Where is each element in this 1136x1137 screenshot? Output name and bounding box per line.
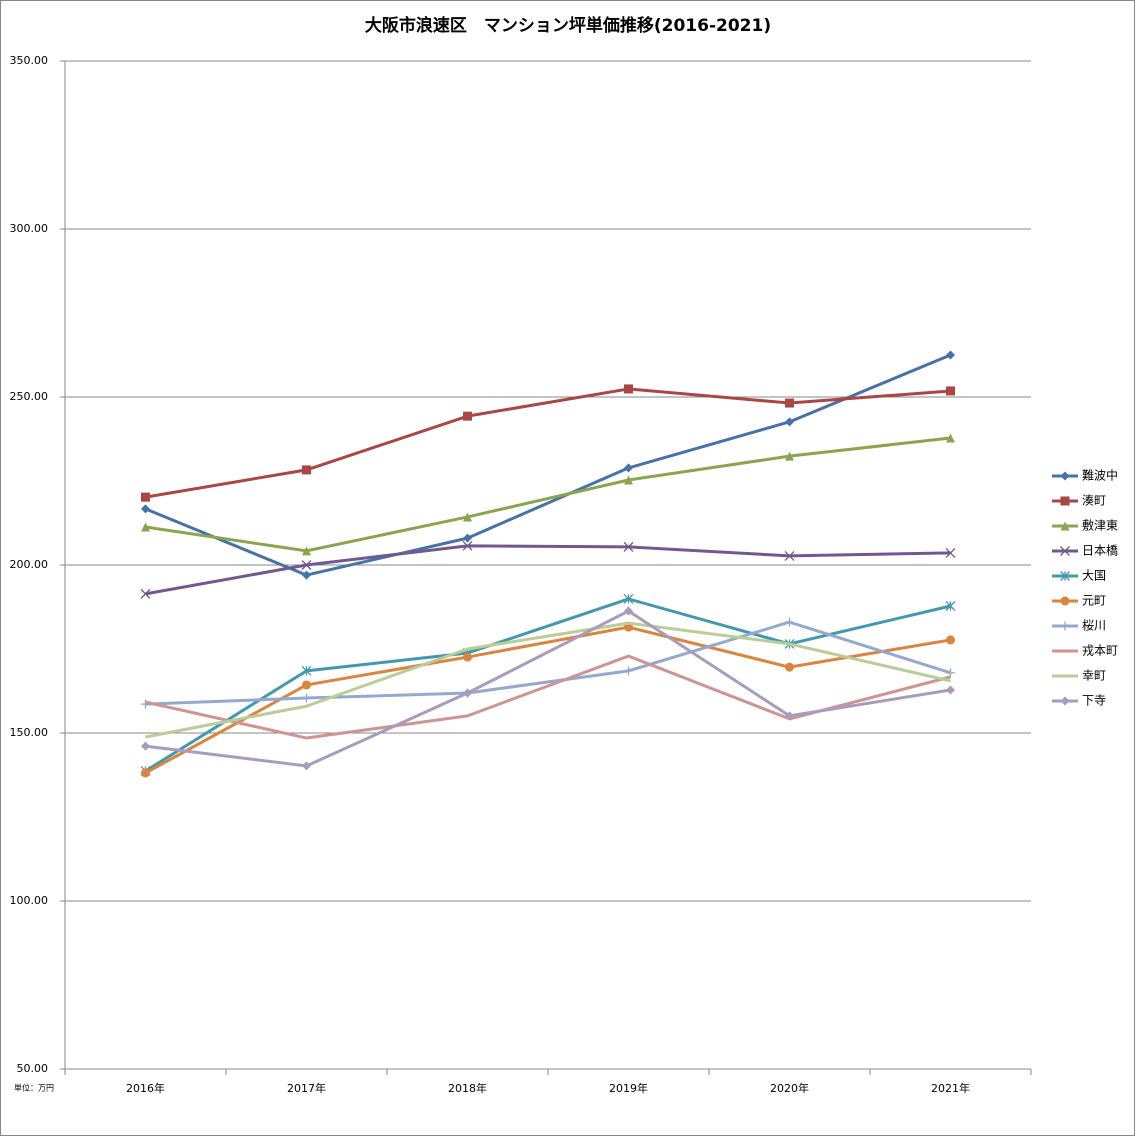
marker <box>785 711 794 721</box>
y-tick-label: 150.00 <box>10 726 49 739</box>
marker <box>946 635 955 645</box>
legend-label: 難波中 <box>1082 468 1118 483</box>
marker <box>785 662 794 672</box>
marker <box>946 668 955 678</box>
series-line <box>144 597 951 773</box>
marker <box>302 465 311 475</box>
marker <box>785 398 794 408</box>
marker <box>946 433 955 443</box>
legend-label: 湊町 <box>1082 494 1106 508</box>
legend-label: 日本橋 <box>1082 544 1118 558</box>
y-tick-label: 100.00 <box>10 894 49 907</box>
legend-marker <box>1060 696 1070 706</box>
legend-marker <box>1060 596 1070 606</box>
marker <box>302 570 311 580</box>
marker <box>784 550 795 561</box>
series-line <box>145 621 951 739</box>
legend-label: 敷津東 <box>1082 518 1118 533</box>
chart-title: 大阪市浪速区 マンション坪単価推移(2016-2021) <box>365 15 771 36</box>
legend-marker <box>1060 521 1070 531</box>
marker <box>302 693 311 703</box>
marker <box>624 606 633 616</box>
marker <box>141 768 150 778</box>
x-tick-label: 2017年 <box>287 1081 326 1095</box>
series-line <box>145 436 951 553</box>
marker <box>623 593 634 604</box>
marker <box>301 560 312 570</box>
marker <box>140 588 151 599</box>
marker <box>463 411 472 421</box>
legend-marker <box>1060 471 1070 481</box>
legend-label: 桜川 <box>1082 619 1106 633</box>
marker <box>624 463 633 473</box>
marker <box>302 680 311 690</box>
marker <box>785 617 794 627</box>
x-tick-label: 2018年 <box>448 1081 487 1095</box>
legend-label: 大国 <box>1082 569 1106 583</box>
x-tick-label: 2019年 <box>609 1081 648 1095</box>
marker <box>463 512 472 522</box>
marker <box>946 386 955 396</box>
marker <box>141 492 150 502</box>
series-line <box>145 620 951 706</box>
marker <box>945 547 956 558</box>
y-tick-label: 300.00 <box>10 222 49 235</box>
legend-label: 戎本町 <box>1082 644 1118 658</box>
series-line <box>145 387 951 499</box>
legend-label: 幸町 <box>1082 669 1106 683</box>
marker <box>302 546 311 556</box>
marker <box>301 665 312 676</box>
marker <box>785 451 794 461</box>
y-tick-label: 200.00 <box>10 558 49 571</box>
marker <box>463 688 472 698</box>
marker <box>785 417 794 427</box>
unit-note: 単位：万円 <box>14 1083 54 1093</box>
marker <box>624 666 633 676</box>
legend-label: 元町 <box>1082 594 1106 608</box>
marker <box>141 741 150 751</box>
marker <box>302 761 311 771</box>
marker <box>462 540 473 551</box>
marker <box>141 504 150 514</box>
series-line <box>145 544 951 596</box>
marker <box>946 350 955 360</box>
y-tick-label: 50.00 <box>17 1062 49 1075</box>
y-tick-label: 350.00 <box>10 54 49 67</box>
marker <box>946 685 955 695</box>
marker <box>624 384 633 394</box>
marker <box>624 475 633 485</box>
marker <box>141 522 150 532</box>
marker <box>623 541 634 552</box>
marker <box>463 652 472 662</box>
legend-marker <box>1060 621 1070 631</box>
legend-marker <box>1060 496 1070 506</box>
legend-marker <box>1060 571 1070 581</box>
x-tick-label: 2021年 <box>931 1081 970 1095</box>
legend-marker <box>1060 546 1070 556</box>
y-tick-label: 250.00 <box>10 390 49 403</box>
x-tick-label: 2016年 <box>126 1081 165 1095</box>
series-line <box>144 353 952 577</box>
x-tick-label: 2020年 <box>770 1081 809 1095</box>
marker <box>945 601 956 611</box>
legend-label: 下寺 <box>1082 694 1106 708</box>
marker <box>463 533 472 543</box>
series-line <box>145 609 951 768</box>
